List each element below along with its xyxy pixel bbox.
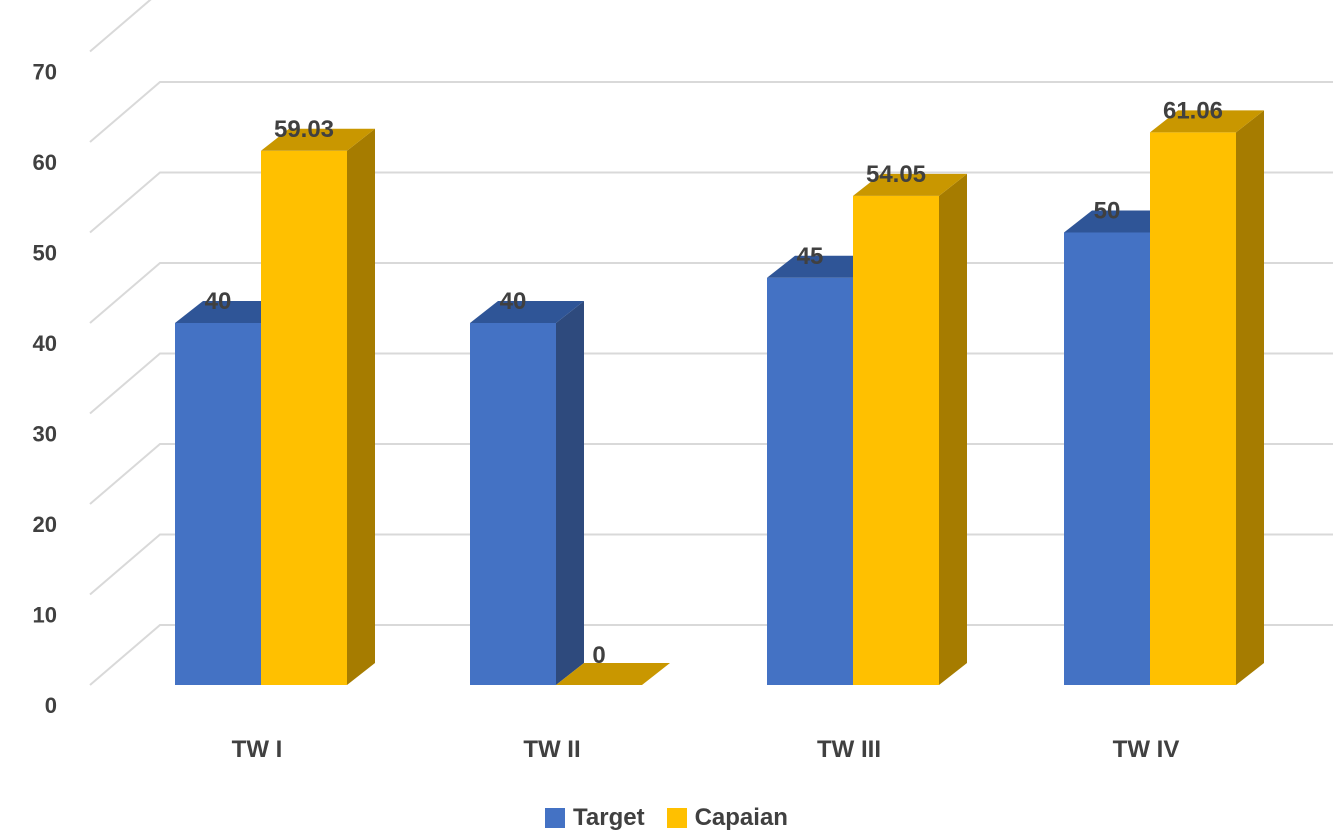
data-label: 59.03 [274,116,334,143]
legend-label-target: Target [573,804,645,831]
legend-item-target: Target [545,806,645,830]
data-label: 45 [797,243,824,270]
x-axis-ticks: TW I TW II TW III TW IV [232,736,1180,763]
bar-top [1064,210,1178,233]
bar-front [470,323,556,685]
bar-front [767,277,853,685]
y-tick-label: 0 [45,693,57,718]
legend-item-capaian: Capaian [666,804,788,831]
bar-side [556,301,584,685]
data-label: 61.06 [1163,97,1223,124]
y-tick-label: 40 [33,331,57,356]
bar-capaian-tw-iv [1150,110,1264,686]
legend-swatch-capaian [666,808,687,828]
data-label: 40 [500,288,527,315]
y-tick-label: 50 [33,241,57,266]
bar-side [1236,110,1264,686]
x-tick-label: TW I [232,736,283,763]
legend: Target Capaian [0,806,1333,830]
bar-front [261,150,347,685]
data-label: 0 [592,642,605,669]
data-label: 50 [1094,198,1121,225]
bar-front [853,195,939,685]
bar-capaian-tw-i [261,128,375,685]
y-tick-label: 10 [33,603,57,628]
data-label: 54.05 [866,161,926,188]
bar-side [347,128,375,685]
x-tick-label: TW III [817,736,881,763]
gridline [89,0,152,53]
legend-swatch-target [545,808,566,828]
bar-front [1064,232,1150,685]
y-tick-label: 20 [33,512,57,537]
bar-top [261,128,375,151]
bar-capaian-tw-iii [853,173,967,685]
gridlines [89,0,1333,686]
bar-top [175,301,289,323]
bar-top [853,173,967,196]
x-tick-label: TW IV [1113,736,1180,763]
bar-side [939,173,967,685]
y-tick-label: 70 [33,60,57,85]
y-tick-label: 60 [33,150,57,175]
data-labels: 40 59.03 40 0 45 54.05 50 61.06 [205,97,1223,669]
x-tick-label: TW II [523,736,580,763]
bar-top [767,255,881,278]
y-tick-label: 30 [33,422,57,447]
bar-front [175,323,261,685]
data-label: 40 [205,288,232,315]
gridline [89,171,1333,234]
y-axis-ticks: 0 10 20 30 40 50 60 70 [33,60,57,719]
bar-top [470,301,584,323]
bar-top [556,663,670,685]
gridline [89,81,1333,143]
bar-capaian-tw-ii [556,663,670,685]
bar-front [1150,132,1236,686]
bar-top [1150,110,1264,133]
legend-label-capaian: Capaian [694,804,788,831]
bars [175,110,1264,686]
bar-target-tw-ii [470,301,584,685]
